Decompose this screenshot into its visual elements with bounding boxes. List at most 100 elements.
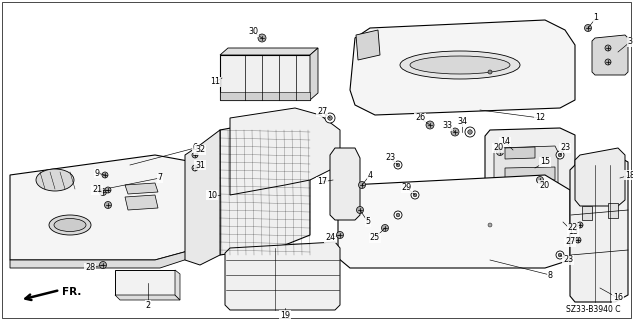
Text: 33: 33 [442,122,452,131]
Circle shape [99,188,106,196]
Text: 19: 19 [280,310,290,319]
Text: 5: 5 [365,218,370,227]
Circle shape [358,181,365,188]
Polygon shape [592,35,628,75]
Text: 10: 10 [207,190,217,199]
Circle shape [451,128,459,136]
Circle shape [411,191,419,199]
Text: 13: 13 [568,228,578,236]
Text: 9: 9 [94,169,99,178]
Circle shape [575,237,581,243]
Circle shape [426,121,434,129]
Circle shape [104,202,111,209]
Text: 25: 25 [370,234,380,243]
Circle shape [394,161,402,169]
Text: 29: 29 [402,183,412,193]
Polygon shape [220,92,310,100]
Circle shape [413,193,417,197]
Polygon shape [505,147,535,159]
Polygon shape [582,206,592,220]
Ellipse shape [49,215,91,235]
Ellipse shape [36,169,74,191]
Text: 20: 20 [493,143,503,153]
Circle shape [328,116,332,120]
Polygon shape [115,295,180,300]
Text: 17: 17 [317,178,327,187]
Circle shape [488,223,492,227]
Polygon shape [575,148,625,206]
Circle shape [537,177,544,183]
Circle shape [605,45,611,51]
Circle shape [556,251,564,259]
Circle shape [192,165,198,171]
Text: 32: 32 [195,146,205,155]
Text: SZ33-B3940 C: SZ33-B3940 C [565,305,620,314]
Text: 27: 27 [317,108,327,116]
Text: 4: 4 [368,171,372,180]
Text: 27: 27 [565,237,575,246]
Text: 20: 20 [539,180,549,189]
Circle shape [558,153,562,157]
Polygon shape [608,203,618,218]
Polygon shape [356,30,380,60]
Text: 24: 24 [325,234,335,243]
Text: 6: 6 [192,143,197,153]
Circle shape [192,152,198,158]
Text: 11: 11 [210,77,220,86]
Polygon shape [115,270,175,295]
Polygon shape [10,155,210,260]
Polygon shape [494,146,558,215]
Circle shape [382,225,389,231]
Polygon shape [310,48,318,100]
Text: 30: 30 [248,28,258,36]
Text: 12: 12 [535,114,545,123]
Text: 34: 34 [457,117,467,126]
Circle shape [396,163,400,167]
Circle shape [325,113,335,123]
Text: 3: 3 [627,37,632,46]
Text: 8: 8 [548,270,553,279]
Text: 15: 15 [540,157,550,166]
Polygon shape [175,270,180,300]
Circle shape [337,231,344,238]
Circle shape [258,34,266,42]
Text: 21: 21 [92,186,102,195]
Polygon shape [330,148,360,220]
Text: 26: 26 [415,114,425,123]
Polygon shape [10,245,215,268]
Circle shape [496,148,503,156]
Polygon shape [485,128,575,228]
Polygon shape [338,175,570,268]
Text: 22: 22 [568,223,578,233]
Circle shape [396,213,400,217]
Polygon shape [125,195,158,210]
Polygon shape [350,20,575,115]
Text: FR.: FR. [62,287,82,297]
Text: 23: 23 [385,154,395,163]
Text: 23: 23 [560,143,570,153]
Circle shape [605,59,611,65]
Polygon shape [230,108,340,195]
Circle shape [394,211,402,219]
Polygon shape [185,130,220,265]
Polygon shape [225,242,340,310]
Ellipse shape [410,56,510,74]
Text: 23: 23 [563,255,573,265]
Polygon shape [125,183,158,194]
Circle shape [468,130,472,134]
Ellipse shape [400,51,520,79]
Circle shape [105,187,111,193]
Polygon shape [220,55,310,100]
Circle shape [102,172,108,178]
Circle shape [465,127,475,137]
Text: 14: 14 [500,138,510,147]
Text: 2: 2 [146,300,151,309]
Text: 1: 1 [594,13,598,22]
Circle shape [99,261,106,268]
Polygon shape [505,167,555,181]
Circle shape [584,25,591,31]
Circle shape [556,151,564,159]
Circle shape [577,222,583,228]
Polygon shape [570,155,628,302]
Circle shape [558,253,562,257]
